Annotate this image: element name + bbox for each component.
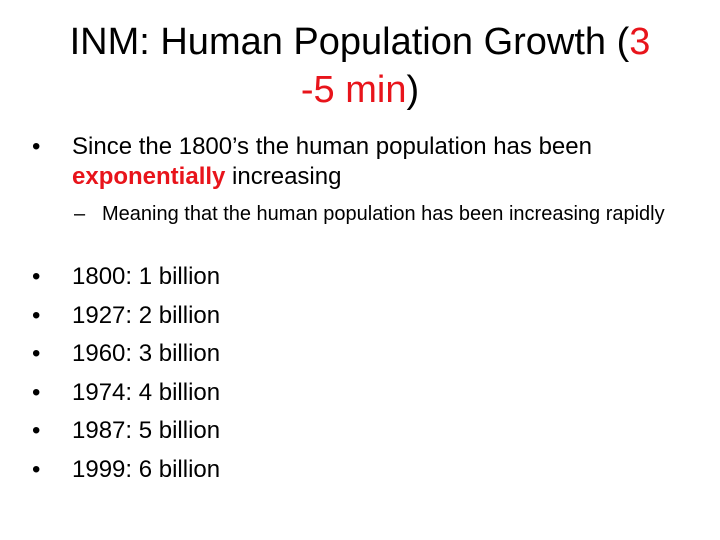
title-highlight-minutes: -5 min [301, 69, 407, 111]
bullet-dot-icon: • [32, 262, 40, 292]
population-list: • 1800: 1 billion • 1927: 2 billion • 1960:… [32, 262, 220, 494]
title-close-paren: ) [406, 69, 419, 111]
dash-icon: – [74, 202, 85, 227]
bullet-dot-icon: • [32, 455, 40, 485]
slide-title: INM: Human Population Growth (3 -5 min) [30, 18, 690, 114]
title-highlight-3: 3 [629, 21, 650, 63]
list-item: • 1800: 1 billion [32, 262, 220, 301]
title-text: INM: Human Population Growth ( [70, 21, 630, 63]
bullet-dot-icon: • [32, 339, 40, 369]
bullet-dot-icon: • [32, 132, 40, 162]
main-bullet-text: Since the 1800’s the human population ha… [72, 132, 692, 192]
list-item: • 1987: 5 billion [32, 416, 220, 455]
bullet-dot-icon: • [32, 301, 40, 331]
list-item: • 1974: 4 billion [32, 378, 220, 417]
main-bullet: • Since the 1800’s the human population … [32, 132, 692, 192]
sub-bullet-text: Meaning that the human population has be… [102, 202, 674, 227]
list-item: • 1999: 6 billion [32, 455, 220, 494]
main-bullet-after: increasing [225, 163, 341, 190]
population-entry: 1960: 3 billion [72, 340, 220, 367]
bullet-dot-icon: • [32, 378, 40, 408]
population-entry: 1974: 4 billion [72, 379, 220, 406]
main-bullet-before: Since the 1800’s the human population ha… [72, 133, 592, 160]
population-entry: 1927: 2 billion [72, 302, 220, 329]
main-bullet-emphasis: exponentially [72, 163, 225, 190]
list-item: • 1927: 2 billion [32, 301, 220, 340]
population-entry: 1999: 6 billion [72, 456, 220, 483]
bullet-dot-icon: • [32, 416, 40, 446]
sub-bullet: – Meaning that the human population has … [74, 202, 674, 227]
population-entry: 1800: 1 billion [72, 263, 220, 290]
population-entry: 1987: 5 billion [72, 417, 220, 444]
list-item: • 1960: 3 billion [32, 339, 220, 378]
